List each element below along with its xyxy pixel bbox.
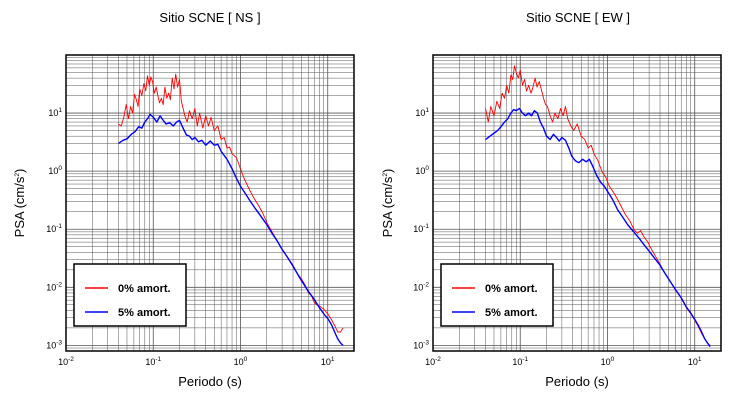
y-tick-label: 10-1	[413, 223, 429, 234]
x-tick-label: 10-2	[58, 356, 74, 367]
y-tick-label: 10-1	[46, 223, 62, 234]
x-axis-label-ns: Periodo (s)	[178, 374, 242, 389]
x-tick-label: 10-1	[512, 356, 528, 367]
x-axis-label-ew: Periodo (s)	[545, 374, 609, 389]
y-tick-labels-ns: 10-3 10-2 10-1 100 101	[46, 107, 62, 350]
y-tick-label: 100	[48, 165, 62, 176]
y-axis-label-ew: PSA (cm/s2)	[380, 169, 395, 238]
x-tick-label: 10-1	[145, 356, 161, 367]
y-tick-label: 10-2	[413, 281, 429, 292]
y-tick-labels-ew: 10-3 10-2 10-1 100 101	[413, 107, 429, 350]
x-tick-label: 101	[321, 356, 335, 367]
y-tick-label: 10-3	[46, 339, 62, 350]
series-ns	[118, 73, 344, 346]
y-tick-label: 101	[48, 107, 62, 118]
chart-title-ew: Sitio SCNE [ EW ]	[526, 10, 630, 25]
panel-ns: Sitio SCNE [ NS ] 10-2 10-1 100 101 10-310-…	[12, 10, 355, 389]
x-tick-labels-ns: 10-2 10-1 100 101	[58, 356, 335, 367]
y-tick-label: 101	[415, 107, 429, 118]
y-tick-label: 100	[415, 165, 429, 176]
plot-frame-ns	[65, 54, 355, 352]
legend-label-damped-ns: 5% amort.	[118, 307, 171, 319]
legend-box-ns	[73, 263, 187, 327]
x-tick-labels-ew: 10-2 10-1 100 101	[425, 356, 702, 367]
series-ew	[485, 65, 711, 348]
legend-label-undamped-ns: 0% amort.	[118, 283, 171, 295]
legend-label-damped-ew: 5% amort.	[485, 307, 538, 319]
x-tick-label: 100	[601, 356, 615, 367]
chart-title-ns: Sitio SCNE [ NS ]	[159, 10, 260, 25]
y-tick-label: 10-2	[46, 281, 62, 292]
plot-frame-ew	[432, 54, 722, 352]
series-line-damped-ns	[118, 113, 344, 346]
panel-ew: Sitio SCNE [ EW ] 10-2 10-1 100 101 10-310-…	[380, 10, 722, 389]
x-tick-label: 101	[688, 356, 702, 367]
series-line-damped-ew	[485, 107, 711, 348]
legend-ns: 0% amort. 5% amort.	[73, 263, 187, 327]
y-axis-label-ns: PSA (cm/s2)	[12, 169, 27, 238]
x-tick-label: 10-2	[425, 356, 441, 367]
y-tick-label: 10-3	[413, 339, 429, 350]
grid-ew	[432, 54, 722, 352]
legend-box-ew	[440, 263, 554, 327]
legend-ew: 0% amort. 5% amort.	[440, 263, 554, 327]
legend-label-undamped-ew: 0% amort.	[485, 283, 538, 295]
x-tick-label: 100	[234, 356, 248, 367]
series-line-undamped-ew	[485, 65, 711, 346]
